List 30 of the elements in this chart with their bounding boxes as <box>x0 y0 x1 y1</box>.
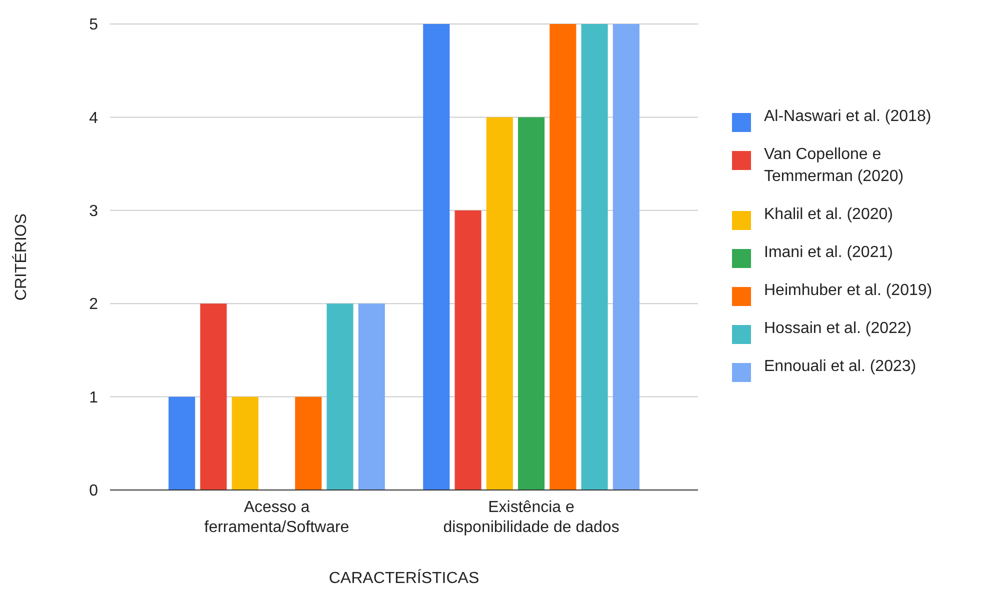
y-axis-title: CRITÉRIOS <box>12 213 30 301</box>
bar <box>454 210 482 490</box>
bar <box>358 304 385 490</box>
x-tick-label: Existência e disponibilidade de dados <box>443 499 620 536</box>
y-tick-label: 0 <box>89 482 98 500</box>
bar <box>486 117 513 490</box>
bar <box>168 396 196 490</box>
bar <box>200 304 227 490</box>
legend-label: Hossain et al. (2022) <box>764 320 912 337</box>
y-tick-label: 1 <box>89 389 98 406</box>
legend-label: Heimhuber et al. (2019) <box>764 282 932 299</box>
bar <box>295 396 322 490</box>
bar <box>550 24 576 490</box>
legend-label: Ennouali et al. (2023) <box>764 358 916 375</box>
y-tick-label: 5 <box>89 16 98 34</box>
y-tick-label: 2 <box>89 296 98 314</box>
bar <box>581 24 608 490</box>
bar <box>518 117 545 490</box>
x-axis-title: CARACTERÍSTICAS <box>328 569 480 587</box>
y-tick-label: 4 <box>89 110 98 127</box>
legend-label: Al-Naswari et al. (2018) <box>764 108 932 125</box>
x-tick-label: Acesso a ferramenta/Software <box>204 499 350 536</box>
bar <box>232 396 258 490</box>
legend-label: Khalil et al. (2020) <box>764 206 893 223</box>
bar <box>423 24 450 490</box>
bar <box>326 304 354 490</box>
y-tick-label: 3 <box>89 203 98 220</box>
legend-label: Van Copellone e Temmerman (2020) <box>764 146 904 185</box>
legend-label: Imani et al. (2021) <box>764 244 893 261</box>
bar <box>612 24 640 490</box>
